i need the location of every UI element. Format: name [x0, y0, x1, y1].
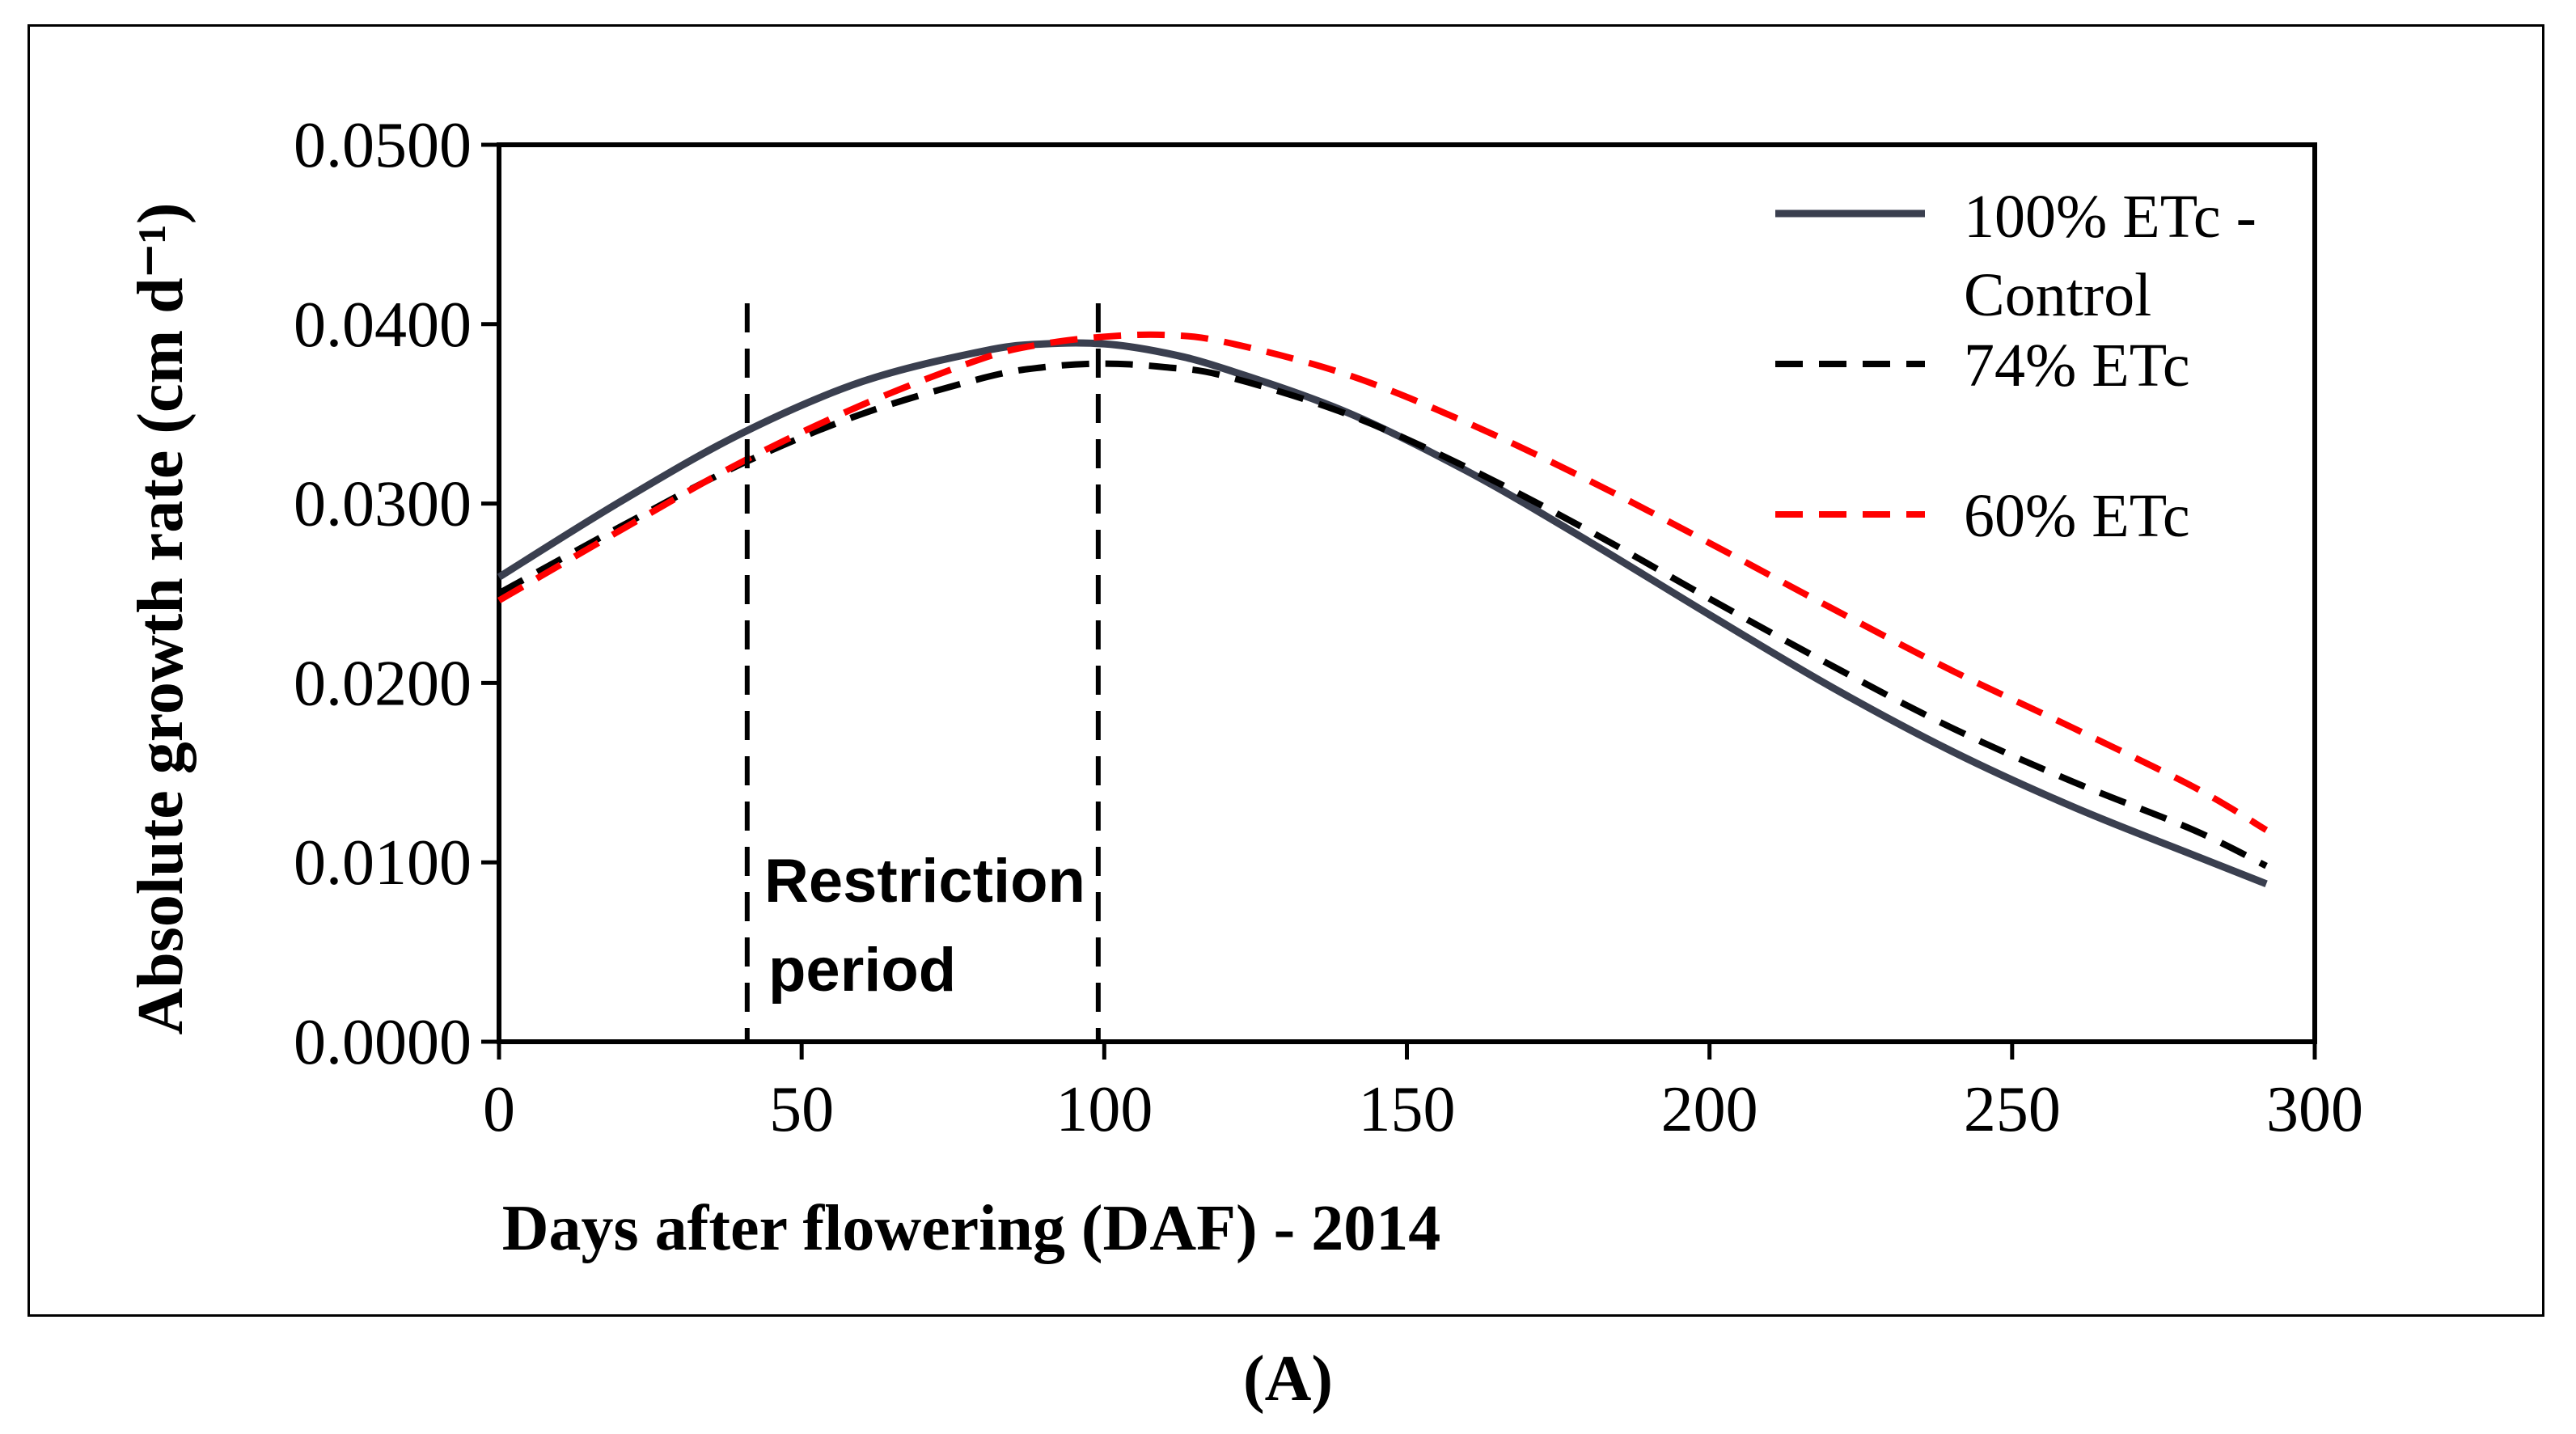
y-tick-label: 0.0200 [294, 648, 472, 719]
figure-caption: (A) [1242, 1343, 1334, 1415]
series-line-60-etc [497, 331, 2269, 833]
y-tick-label: 0.0100 [294, 827, 472, 899]
x-tick-label: 0 [483, 1074, 515, 1145]
x-tick-label: 200 [1661, 1074, 1758, 1145]
series-line-control [497, 339, 2268, 887]
legend-label: Control [1964, 261, 2151, 329]
legend-label: 100% ETc - [1964, 183, 2257, 251]
x-tick-label: 300 [2266, 1074, 2363, 1145]
legend-label: 74% ETc [1964, 332, 2190, 400]
restriction-markers [744, 303, 1101, 1042]
y-tick-label: 0.0500 [294, 110, 472, 181]
x-axis: 0 50 100 150 200 250 300 [483, 1042, 2363, 1145]
x-tick-label: 100 [1055, 1074, 1153, 1145]
figure-frame [27, 24, 2544, 1317]
x-tick-label: 250 [1964, 1074, 2061, 1145]
x-tick-label: 50 [769, 1074, 834, 1145]
legend-label: 60% ETc [1964, 482, 2190, 550]
restriction-annotation-line1: Restriction [764, 847, 1085, 916]
y-tick-label: 0.0300 [294, 469, 472, 540]
y-tick-label: 0.0000 [294, 1007, 472, 1078]
y-axis: 0.0000 0.0100 0.0200 0.0300 0.0400 0.0500 [294, 110, 499, 1078]
series-line-74-etc [497, 360, 2268, 869]
y-axis-title: Absolute growth rate (cm d⁻¹) [125, 202, 197, 1034]
series-lines [497, 331, 2269, 887]
x-tick-label: 150 [1359, 1074, 1456, 1145]
restriction-annotation-line2: period [768, 936, 956, 1005]
x-axis-title: Days after flowering (DAF) - 2014 [502, 1193, 1440, 1264]
y-tick-label: 0.0400 [294, 290, 472, 361]
